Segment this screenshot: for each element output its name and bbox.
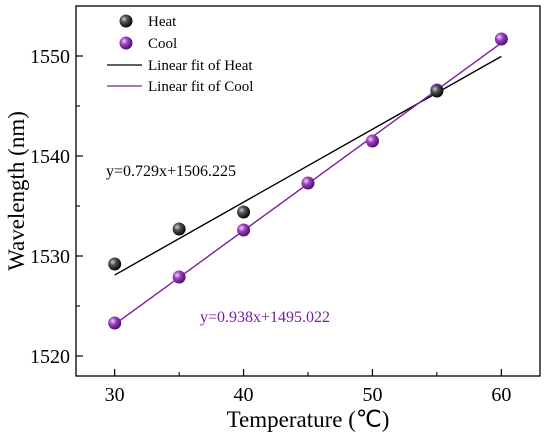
y-tick-label: 1540 xyxy=(30,146,70,168)
data-points xyxy=(108,32,508,330)
legend: Heat Cool Linear fit of Heat Linear fit … xyxy=(107,14,253,95)
point-heat xyxy=(108,257,122,271)
legend-label-cool-fit: Linear fit of Cool xyxy=(148,79,253,95)
y-axis-title: Wavelength (nm) xyxy=(4,111,29,271)
y-tick-label: 1550 xyxy=(30,46,70,68)
x-tick-label: 50 xyxy=(362,384,382,406)
point-heat xyxy=(430,84,444,98)
point-cool xyxy=(365,134,379,148)
point-heat xyxy=(237,205,251,219)
point-cool xyxy=(108,316,122,330)
x-tick-label: 30 xyxy=(105,384,125,406)
point-cool xyxy=(172,270,186,284)
y-tick-label: 1530 xyxy=(30,246,70,268)
y-tick-labels: 1520 1530 1540 1550 xyxy=(30,46,70,368)
axis-ticks xyxy=(76,55,502,376)
legend-label-heat-fit: Linear fit of Heat xyxy=(148,58,253,74)
legend-label-heat: Heat xyxy=(148,14,177,30)
legend-marker-heat xyxy=(119,14,133,28)
legend-marker-cool xyxy=(119,36,133,50)
y-tick-label: 1520 xyxy=(30,346,70,368)
legend-label-cool: Cool xyxy=(148,36,177,52)
annotation-cool-equation: y=0.938x+1495.022 xyxy=(200,309,330,326)
point-heat xyxy=(172,222,186,236)
point-cool xyxy=(301,176,315,190)
point-cool xyxy=(494,32,508,46)
x-axis-title: Temperature (℃) xyxy=(227,407,390,432)
x-tick-label: 60 xyxy=(491,384,511,406)
x-tick-label: 40 xyxy=(234,384,254,406)
point-cool xyxy=(237,223,251,237)
annotation-heat-equation: y=0.729x+1506.225 xyxy=(106,163,236,180)
x-tick-labels: 30 40 50 60 xyxy=(105,384,512,406)
